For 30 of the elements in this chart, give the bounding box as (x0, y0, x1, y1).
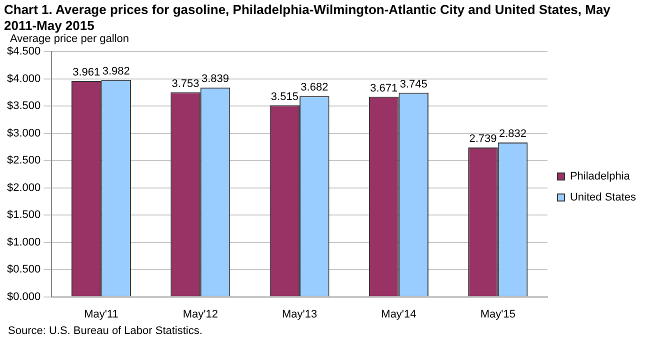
x-tick-label: May'11 (84, 308, 118, 320)
y-tick-label: $1.000 (6, 236, 41, 248)
data-label: 3.745 (400, 78, 428, 90)
x-tick-label: May'15 (480, 308, 516, 320)
y-tick-label: $3.000 (6, 127, 41, 140)
data-label: 3.753 (172, 78, 200, 90)
legend-label: Philadelphia (570, 170, 631, 183)
data-label: 3.961 (72, 66, 100, 78)
data-label: 3.515 (270, 90, 298, 103)
source-note: Source: U.S. Bureau of Labor Statistics. (8, 325, 202, 337)
chart-title: Chart 1. Average prices for gasoline, Philadelphia-Wilmington-Atlantic City and United States, May 2011-May 2015 (4, 2, 612, 34)
data-label: 2.832 (498, 128, 527, 140)
y-tick-label: $1.500 (6, 209, 41, 222)
data-label: 3.671 (370, 82, 398, 94)
y-tick-label: $0.500 (6, 264, 41, 276)
x-tick-label: May'14 (381, 308, 416, 320)
data-label: 2.739 (469, 133, 497, 146)
y-axis-title: Average price per gallon (10, 33, 130, 45)
data-label: 3.682 (300, 82, 328, 94)
data-label: 3.982 (102, 65, 130, 78)
x-tick-label: May'12 (182, 308, 218, 320)
y-tick-label: $4.000 (6, 72, 41, 85)
x-tick-label: May'13 (282, 308, 318, 320)
data-label: 3.839 (202, 73, 230, 86)
y-tick-label: $4.500 (6, 46, 41, 58)
y-tick-label: $3.500 (6, 100, 41, 112)
y-tick-label: $0.000 (6, 290, 41, 303)
y-tick-label: $2.500 (6, 154, 41, 167)
legend-label: United States (570, 192, 636, 204)
y-tick-label: $2.000 (6, 182, 41, 194)
